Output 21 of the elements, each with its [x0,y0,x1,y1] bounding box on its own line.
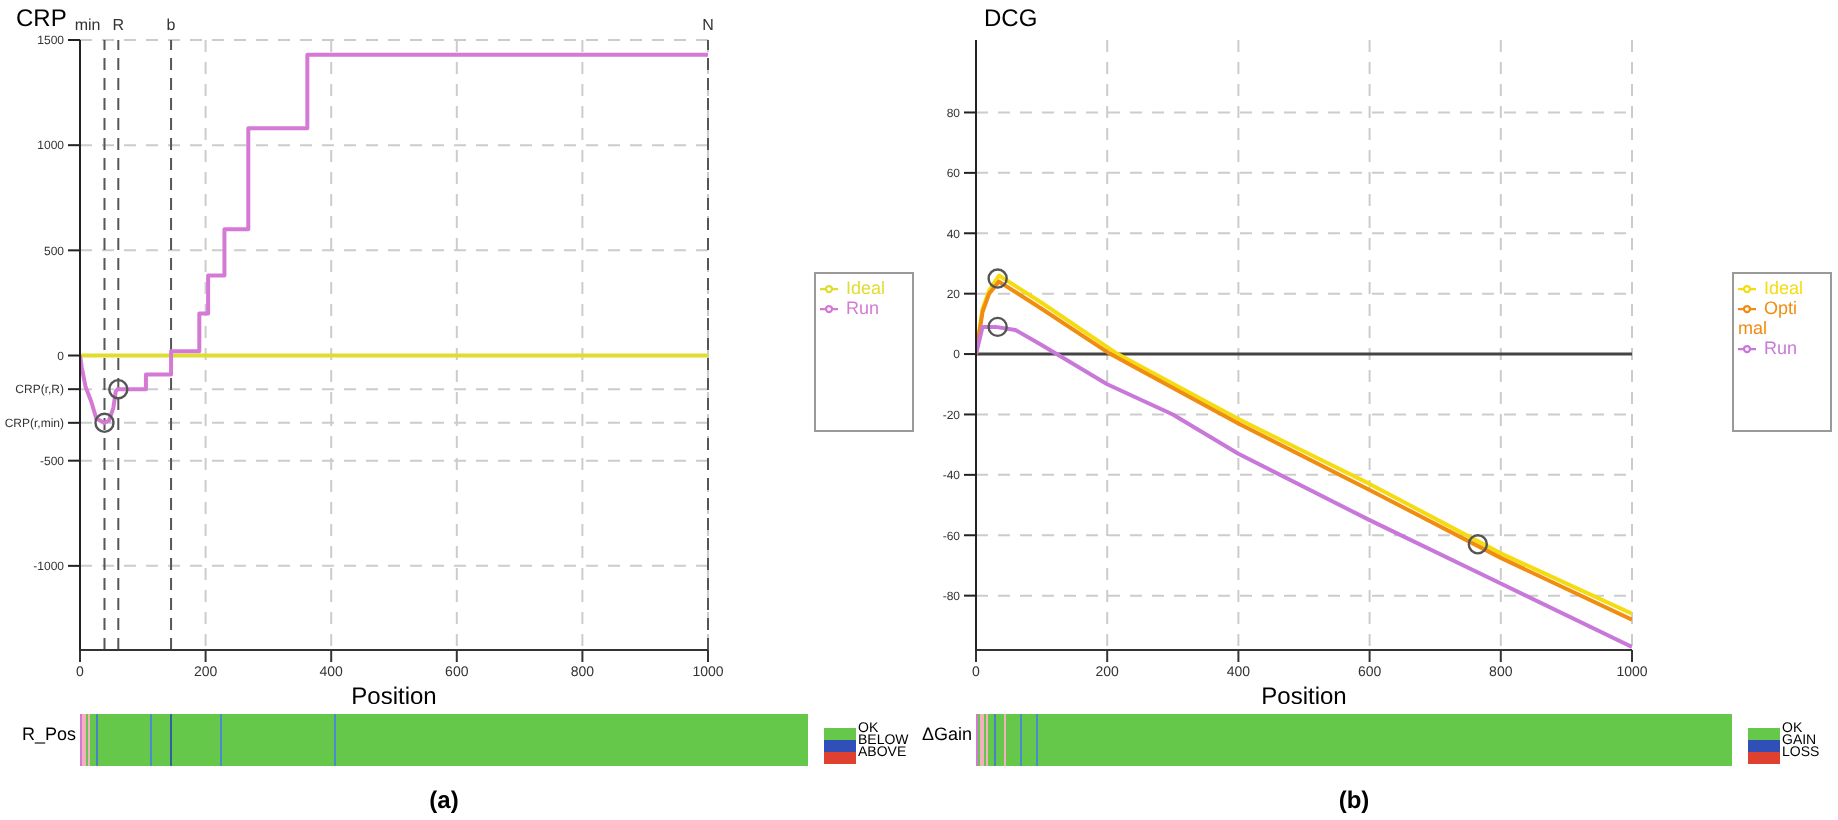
text: R_Pos [19,724,76,744]
point [987,268,1008,289]
legend-label: Ideal [846,278,886,298]
ref-line-label: R [112,16,125,34]
legend-label: Ideal [1764,278,1804,298]
text: ΔGain [919,724,972,744]
text: (a) [427,786,461,814]
y-axis-title: DCG [984,4,1038,32]
legend-label: Run [846,298,880,319]
x-axis-title: Position [351,682,437,710]
text: (b) [1336,786,1372,814]
x-axis-title: Position [1261,682,1347,710]
y-axis-title: CRP [16,4,67,32]
point [987,316,1008,338]
ref-line-label: N [702,16,715,34]
line-series [80,52,708,425]
point [1467,534,1489,555]
legend-label: Optimal [1738,298,1798,339]
ref-line-label: min [74,16,101,34]
ref-line-label: b [166,16,177,34]
legend-label: Run [1764,338,1798,359]
